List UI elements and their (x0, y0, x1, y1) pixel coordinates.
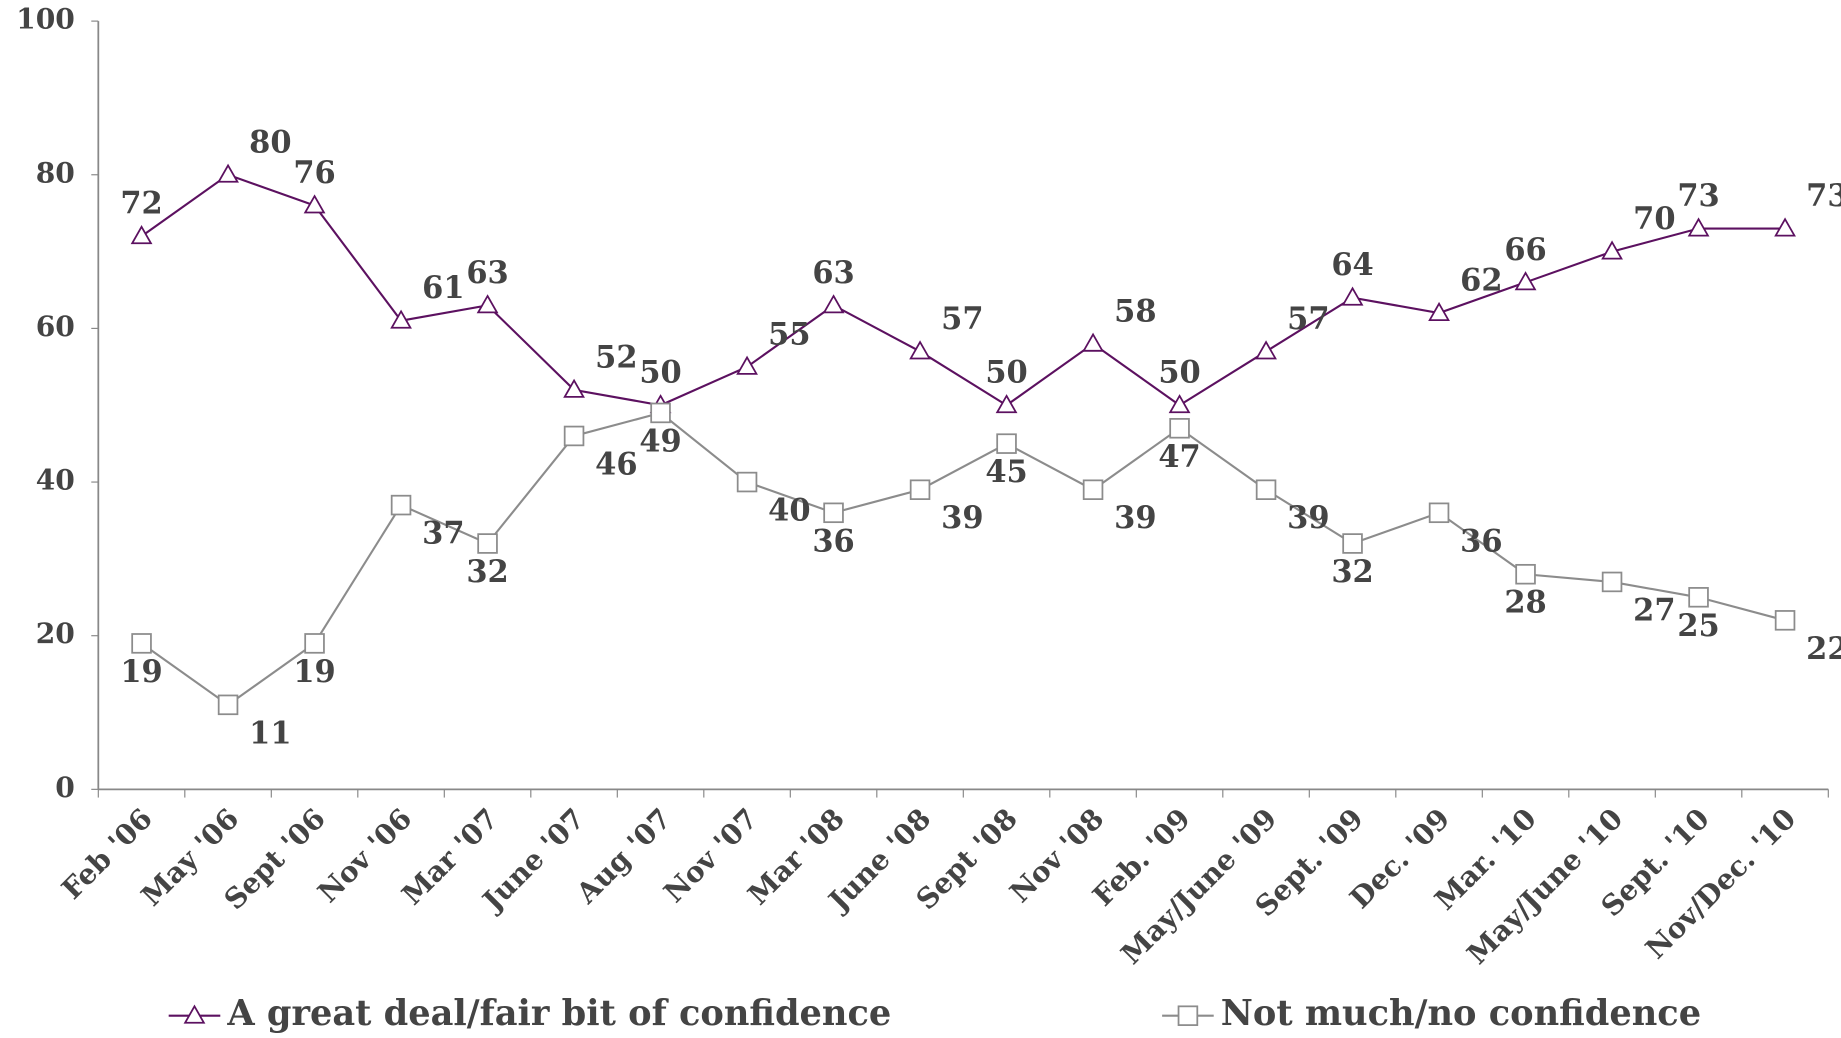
marker (478, 296, 497, 312)
marker (305, 196, 324, 212)
series-line (142, 413, 1786, 705)
data-label: 19 (293, 654, 335, 690)
marker (1257, 342, 1276, 358)
data-label: 76 (293, 155, 335, 191)
data-label: 47 (1158, 439, 1200, 475)
data-label: 52 (595, 339, 637, 375)
marker (132, 227, 151, 243)
data-label: 57 (941, 301, 983, 337)
data-label: 58 (1114, 293, 1156, 329)
marker (738, 473, 757, 492)
data-label: 50 (985, 355, 1027, 391)
marker (1343, 288, 1362, 304)
data-label: 73 (1806, 178, 1841, 214)
marker (305, 634, 324, 653)
marker (1084, 334, 1103, 350)
marker (738, 357, 757, 373)
data-label: 66 (1504, 232, 1546, 268)
legend-label: A great deal/fair bit of confidence (226, 993, 891, 1034)
data-label: 36 (1460, 523, 1502, 559)
data-label: 80 (249, 124, 291, 160)
x-tick-label: May/June '09 (1115, 802, 1284, 971)
data-label: 73 (1677, 178, 1719, 214)
data-label: 36 (812, 523, 854, 559)
marker (1170, 419, 1189, 438)
y-tick-label: 20 (36, 617, 75, 650)
data-label: 39 (941, 500, 983, 536)
marker (1689, 219, 1708, 235)
data-label: 39 (1114, 500, 1156, 536)
data-label: 70 (1633, 201, 1675, 237)
marker (565, 427, 584, 446)
data-label: 50 (639, 355, 681, 391)
data-label: 22 (1806, 631, 1841, 667)
series-line (142, 175, 1786, 405)
marker (1776, 219, 1795, 235)
data-label: 63 (812, 255, 854, 291)
marker (1516, 565, 1535, 584)
y-tick-label: 80 (36, 156, 75, 189)
data-label: 55 (768, 316, 810, 352)
data-label: 37 (422, 516, 464, 552)
legend-label: Not much/no confidence (1221, 993, 1701, 1034)
marker (1516, 273, 1535, 289)
marker (824, 503, 843, 522)
data-label: 40 (768, 493, 810, 529)
marker (219, 165, 238, 181)
marker (392, 496, 411, 515)
data-label: 32 (466, 554, 508, 590)
marker (651, 404, 670, 423)
data-label: 50 (1158, 355, 1200, 391)
marker (1430, 503, 1449, 522)
marker (1343, 534, 1362, 553)
data-label: 11 (249, 715, 291, 751)
legend-marker (1179, 1006, 1198, 1025)
marker (997, 396, 1016, 412)
marker (1689, 588, 1708, 607)
y-tick-label: 100 (16, 3, 75, 36)
x-tick-label: Aug '07 (569, 802, 678, 911)
marker (1170, 396, 1189, 412)
marker (1603, 573, 1622, 592)
marker (478, 534, 497, 553)
marker (911, 480, 930, 499)
marker (132, 634, 151, 653)
marker (1084, 480, 1103, 499)
marker (997, 434, 1016, 453)
data-label: 62 (1460, 263, 1502, 299)
data-label: 46 (595, 446, 637, 482)
data-label: 45 (985, 454, 1027, 490)
data-label: 32 (1331, 554, 1373, 590)
data-label: 72 (120, 186, 162, 222)
data-label: 57 (1287, 301, 1329, 337)
data-label: 19 (120, 654, 162, 690)
data-label: 61 (422, 270, 464, 306)
marker (1257, 480, 1276, 499)
data-label: 39 (1287, 500, 1329, 536)
legend-marker (185, 1006, 204, 1022)
marker (911, 342, 930, 358)
x-tick-label: Nov/Dec. '10 (1639, 802, 1802, 965)
data-label: 64 (1331, 247, 1373, 283)
y-tick-label: 0 (55, 771, 75, 804)
data-label: 28 (1504, 585, 1546, 621)
marker (1776, 611, 1795, 630)
data-label: 49 (639, 423, 681, 459)
data-label: 25 (1677, 608, 1719, 644)
y-tick-label: 60 (36, 310, 75, 343)
data-label: 27 (1633, 592, 1675, 628)
y-tick-label: 40 (36, 464, 75, 497)
x-tick-label: May/June '10 (1461, 802, 1630, 971)
data-label: 63 (466, 255, 508, 291)
marker (219, 695, 238, 714)
marker (824, 296, 843, 312)
chart: 020406080100Feb '06May '06Sept '06Nov '0… (0, 0, 1841, 1038)
